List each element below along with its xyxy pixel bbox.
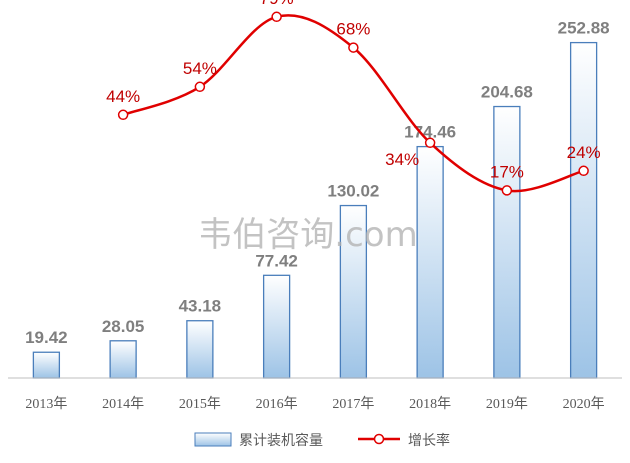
x-tick-2015年: 2015年 xyxy=(179,396,221,412)
bar-label-2014年: 28.05 xyxy=(102,317,145,336)
bar-2013年 xyxy=(32,351,61,379)
rate-point-2014年 xyxy=(117,109,129,121)
legend-line-marker xyxy=(373,433,385,445)
bar-label-2020年: 252.88 xyxy=(558,19,610,38)
x-tick-2013年: 2013年 xyxy=(25,396,67,412)
bar-label-2013年: 19.42 xyxy=(25,328,68,347)
rate-label-2016年: 79% xyxy=(260,0,294,8)
bar-2018年 xyxy=(416,145,444,379)
rate-label-2014年: 44% xyxy=(106,87,140,106)
rate-label-2017年: 68% xyxy=(336,20,370,39)
legend-line-label: 增长率 xyxy=(408,432,450,449)
x-tick-2017年: 2017年 xyxy=(332,396,374,412)
rate-point-2015年 xyxy=(194,81,206,93)
bar-label-2016年: 77.42 xyxy=(255,251,298,270)
rate-label-2019年: 17% xyxy=(490,162,524,181)
bar-label-2015年: 43.18 xyxy=(179,297,222,316)
legend: 累计装机容量 增长率 xyxy=(194,432,450,449)
bar-data-labels: 19.4228.0543.1877.42130.02174.46204.6825… xyxy=(25,19,610,348)
bar-2019年 xyxy=(493,105,521,379)
rate-label-2018年: 34% xyxy=(385,150,419,169)
x-axis-tick-labels: 2013年 2014年 2015年 2016年 2017年 2018年 2019年 2020年 xyxy=(25,396,604,412)
bar-label-2017年: 130.02 xyxy=(327,182,379,201)
bar-label-2019年: 204.68 xyxy=(481,83,533,102)
x-tick-2020年: 2020年 xyxy=(563,396,605,412)
rate-point-2017年 xyxy=(348,42,359,53)
bar-2015年 xyxy=(186,320,214,379)
rate-label-2015年: 54% xyxy=(183,59,217,78)
watermark-text: 韦伯咨询.com xyxy=(198,215,417,255)
growth-rate-data-labels: 44% 54% 79% 68% 34% 17% 24% xyxy=(106,0,601,181)
rate-point-2020年 xyxy=(578,165,589,177)
rate-point-2019年 xyxy=(501,185,513,196)
x-tick-2018年: 2018年 xyxy=(409,396,451,412)
bar-series xyxy=(32,41,598,379)
x-tick-2019年: 2019年 xyxy=(486,396,528,412)
x-tick-2016年: 2016年 xyxy=(256,396,298,412)
x-tick-2014年: 2014年 xyxy=(102,396,144,412)
bar-2014年 xyxy=(109,340,137,379)
rate-label-2020年: 24% xyxy=(567,143,601,162)
legend-bar-swatch xyxy=(194,432,232,447)
legend-bar-label: 累计装机容量 xyxy=(239,432,323,449)
bar-2020年 xyxy=(569,41,598,379)
rate-point-2018年 xyxy=(424,137,436,149)
rate-point-2016年 xyxy=(271,11,282,23)
bar-2016年 xyxy=(262,274,291,379)
growth-rate-markers xyxy=(117,11,589,196)
